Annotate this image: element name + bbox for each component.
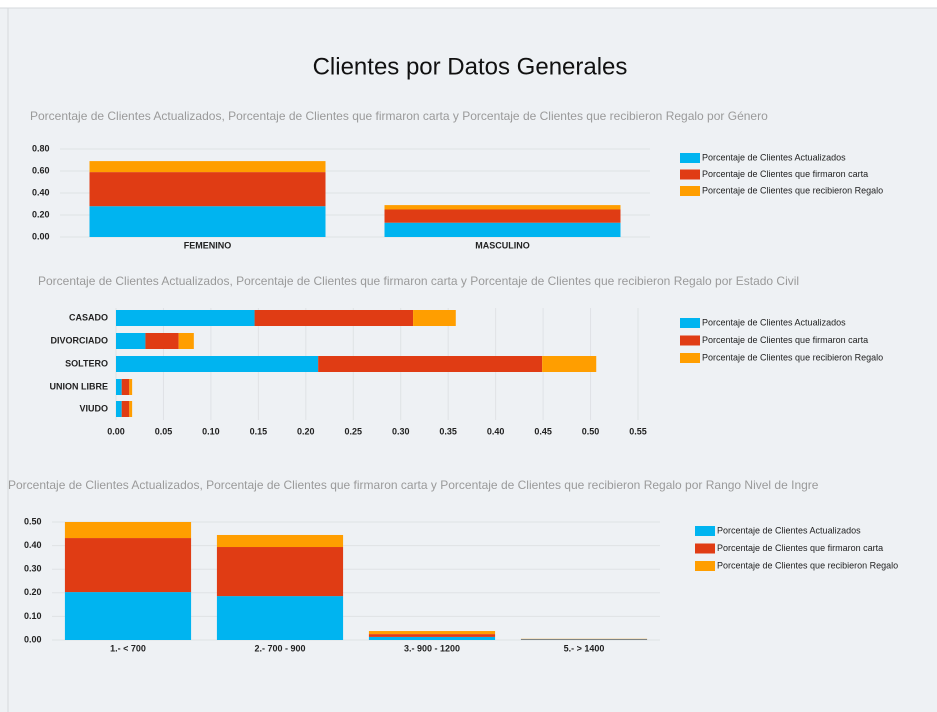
legend-label: Porcentaje de Clientes Actualizados (717, 525, 861, 535)
x-tick-label: FEMENINO (184, 240, 232, 250)
legend-swatch (695, 561, 715, 571)
legend-swatch (695, 543, 715, 554)
x-tick-label: 1.- < 700 (110, 643, 146, 653)
x-tick-label: 0.30 (392, 426, 410, 436)
bar-segment (89, 161, 326, 173)
bar-segment (64, 592, 192, 640)
legend-label: Porcentaje de Clientes que firmaron cart… (702, 169, 868, 179)
bar-segment (145, 333, 179, 349)
y-tick-label: VIUDO (79, 403, 108, 413)
bar-segment (216, 534, 344, 548)
legend-label: Porcentaje de Clientes Actualizados (702, 317, 846, 327)
bar-segment (542, 356, 597, 372)
bar-segment (368, 636, 496, 640)
y-tick-label: 0.20 (32, 209, 50, 219)
x-tick-label: 0.45 (534, 426, 552, 436)
y-tick-label: 0.10 (24, 611, 42, 621)
bar-segment (384, 222, 621, 237)
y-tick-label: 0.60 (32, 165, 50, 175)
y-tick-label: 0.00 (24, 634, 42, 644)
y-tick-label: CASADO (69, 312, 108, 322)
bar-segment (116, 333, 146, 349)
bar-segment (121, 379, 130, 395)
x-tick-label: 0.15 (250, 426, 268, 436)
legend-swatch (680, 169, 700, 180)
bar-segment (129, 401, 133, 417)
bar-segment (318, 356, 543, 372)
chart-subtitle: Porcentaje de Clientes Actualizados, Por… (8, 478, 819, 492)
legend-label: Porcentaje de Clientes Actualizados (702, 152, 846, 162)
legend-swatch (680, 335, 700, 346)
y-tick-label: 0.00 (32, 231, 50, 241)
x-tick-label: 0.20 (297, 426, 315, 436)
x-tick-label: 0.25 (345, 426, 363, 436)
legend-swatch (680, 186, 700, 196)
bar-segment (413, 310, 456, 326)
x-tick-label: MASCULINO (475, 240, 530, 250)
bar-segment (178, 333, 194, 349)
bar-segment (64, 522, 192, 539)
legend-swatch (680, 153, 700, 163)
legend-label: Porcentaje de Clientes que firmaron cart… (702, 335, 868, 345)
chart-subtitle: Porcentaje de Clientes Actualizados, Por… (38, 274, 799, 288)
x-tick-label: 0.40 (487, 426, 505, 436)
y-tick-label: SOLTERO (65, 358, 108, 368)
legend-swatch (695, 526, 715, 536)
x-tick-label: 0.50 (582, 426, 600, 436)
x-tick-label: 0.10 (202, 426, 220, 436)
x-tick-label: 0.00 (107, 426, 125, 436)
bar-segment (384, 209, 621, 223)
page-title: Clientes por Datos Generales (313, 53, 628, 80)
bar-segment (116, 401, 122, 417)
chart-subtitle: Porcentaje de Clientes Actualizados, Por… (30, 109, 768, 123)
y-tick-label: 0.30 (24, 564, 42, 574)
bar-segment (254, 310, 414, 326)
bar-segment (116, 310, 255, 326)
top-bar (0, 0, 937, 8)
legend-swatch (680, 318, 700, 328)
bar-segment (216, 547, 344, 597)
bar-segment (129, 379, 133, 395)
x-tick-label: 3.- 900 - 1200 (404, 643, 460, 653)
y-tick-label: 0.40 (24, 540, 42, 550)
bar-segment (216, 596, 344, 640)
y-tick-label: UNION LIBRE (50, 381, 109, 391)
legend-label: Porcentaje de Clientes que firmaron cart… (717, 543, 883, 553)
y-tick-label: 0.40 (32, 187, 50, 197)
legend-swatch (680, 353, 700, 363)
legend-label: Porcentaje de Clientes que recibieron Re… (702, 352, 883, 362)
y-tick-label: 0.80 (32, 143, 50, 153)
bar-segment (121, 401, 130, 417)
bar-segment (368, 634, 496, 637)
legend-label: Porcentaje de Clientes que recibieron Re… (702, 185, 883, 195)
bar-segment (89, 206, 326, 237)
x-tick-label: 5.- > 1400 (564, 643, 605, 653)
bar-segment (116, 356, 319, 372)
bar-segment (368, 631, 496, 635)
bar-segment (64, 538, 192, 593)
y-tick-label: DIVORCIADO (50, 335, 108, 345)
x-tick-label: 0.35 (439, 426, 457, 436)
bar-segment (384, 205, 621, 210)
y-tick-label: 0.50 (24, 516, 42, 526)
x-tick-label: 0.55 (629, 426, 647, 436)
bar-segment (89, 172, 326, 207)
legend-label: Porcentaje de Clientes que recibieron Re… (717, 560, 898, 570)
y-tick-label: 0.20 (24, 587, 42, 597)
x-tick-label: 2.- 700 - 900 (254, 643, 305, 653)
x-tick-label: 0.05 (155, 426, 173, 436)
bar-segment (116, 379, 122, 395)
